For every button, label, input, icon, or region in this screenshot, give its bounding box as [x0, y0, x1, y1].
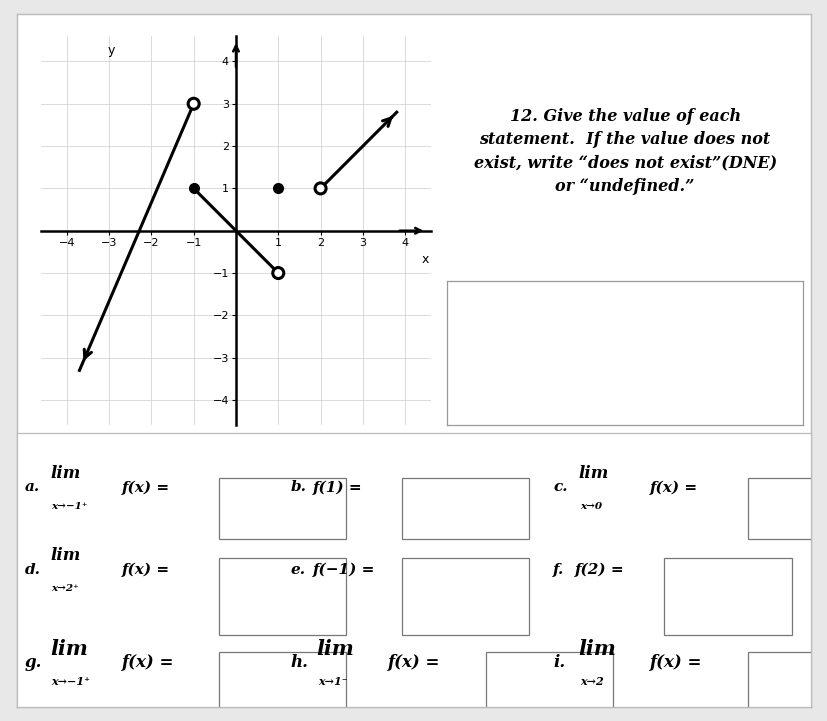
- Text: i.: i.: [552, 654, 565, 671]
- Text: x→2: x→2: [580, 676, 603, 687]
- Circle shape: [188, 98, 199, 110]
- Text: h.: h.: [290, 654, 308, 671]
- Text: x→0: x→0: [580, 502, 601, 511]
- Text: f(x) =: f(x) =: [122, 480, 170, 495]
- Text: lim: lim: [316, 639, 354, 659]
- Bar: [219, 652, 346, 721]
- Text: lim: lim: [50, 465, 80, 482]
- Bar: [663, 558, 791, 634]
- Text: c.: c.: [552, 480, 567, 495]
- Text: x→2⁺: x→2⁺: [51, 584, 79, 593]
- Text: x→−1⁺: x→−1⁺: [51, 676, 90, 687]
- Bar: [402, 478, 528, 539]
- Text: f(x) =: f(x) =: [122, 654, 174, 671]
- Bar: [402, 558, 528, 634]
- Circle shape: [315, 183, 326, 194]
- Text: y: y: [108, 44, 115, 57]
- Text: lim: lim: [578, 639, 615, 659]
- Text: lim: lim: [578, 465, 608, 482]
- Text: g.: g.: [25, 654, 42, 671]
- Text: f(x) =: f(x) =: [649, 480, 697, 495]
- Text: f(−1) =: f(−1) =: [313, 562, 375, 577]
- Text: f(1) =: f(1) =: [313, 480, 362, 495]
- Text: f(x) =: f(x) =: [649, 654, 701, 671]
- Text: f(x) =: f(x) =: [387, 654, 440, 671]
- Text: d.: d.: [25, 562, 41, 577]
- Text: x→−1⁺: x→−1⁺: [51, 502, 88, 511]
- Text: f(2) =: f(2) =: [575, 562, 624, 577]
- Bar: [219, 558, 346, 634]
- Text: x→1⁻: x→1⁻: [318, 676, 347, 687]
- Text: b.: b.: [290, 480, 306, 495]
- Text: f.: f.: [552, 562, 564, 577]
- Bar: [219, 478, 346, 539]
- Text: lim: lim: [50, 547, 80, 565]
- Bar: [485, 652, 612, 721]
- Text: x: x: [421, 253, 428, 267]
- Text: 12. Give the value of each
statement.  If the value does not
exist, write “does : 12. Give the value of each statement. If…: [473, 107, 776, 195]
- Text: a.: a.: [25, 480, 40, 495]
- Text: lim: lim: [50, 639, 88, 659]
- Bar: [747, 478, 827, 539]
- Circle shape: [272, 267, 284, 278]
- Bar: [747, 652, 827, 721]
- Text: f(x) =: f(x) =: [122, 562, 170, 577]
- Text: e.: e.: [290, 562, 305, 577]
